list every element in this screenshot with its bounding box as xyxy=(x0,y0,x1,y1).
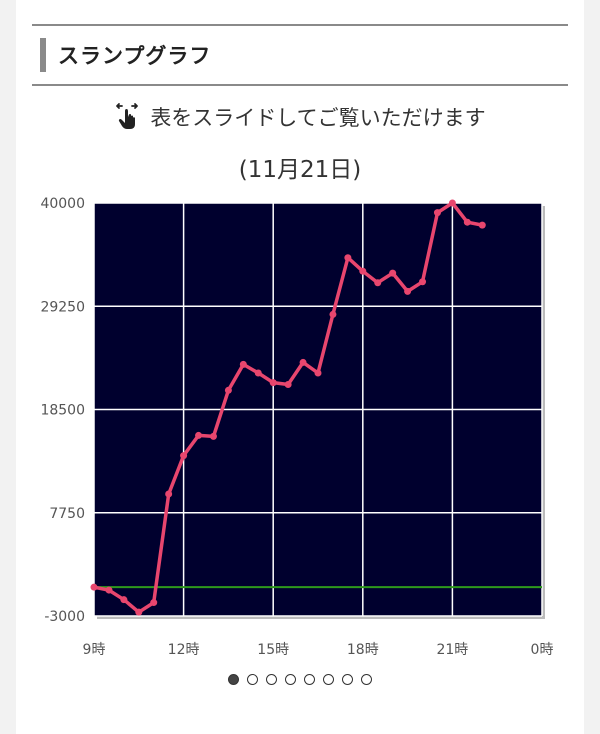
content-card: スランプグラフ 表をスライドしてご覧いただけます (11月21日) 40000 2… xyxy=(16,0,584,734)
slide-hint-text: 表をスライドしてご覧いただけます xyxy=(150,106,486,130)
data-point[interactable] xyxy=(120,596,128,604)
data-point[interactable] xyxy=(269,379,277,387)
data-point[interactable] xyxy=(105,586,113,594)
data-point[interactable] xyxy=(478,221,486,229)
data-point[interactable] xyxy=(329,310,337,318)
y-tick-label: 29250 xyxy=(40,299,85,315)
x-tick-label: 0時 xyxy=(531,642,554,658)
slide-hint: 表をスライドしてご覧いただけます xyxy=(16,102,584,136)
pager-dot[interactable] xyxy=(285,674,296,685)
pager-dot[interactable] xyxy=(266,674,277,685)
data-point[interactable] xyxy=(404,287,412,295)
pager-dot[interactable] xyxy=(247,674,258,685)
pager-dot[interactable] xyxy=(342,674,353,685)
y-tick-label: 18500 xyxy=(40,403,85,419)
section-header: スランプグラフ xyxy=(32,24,568,86)
y-tick-label: 40000 xyxy=(40,196,85,212)
x-tick-label: 12時 xyxy=(168,642,200,658)
data-point[interactable] xyxy=(239,360,247,368)
data-point[interactable] xyxy=(224,386,232,394)
data-point[interactable] xyxy=(165,490,173,498)
data-point[interactable] xyxy=(299,358,307,366)
data-point[interactable] xyxy=(433,209,441,217)
pager-dot[interactable] xyxy=(361,674,372,685)
x-tick-label: 9時 xyxy=(83,642,106,658)
data-point[interactable] xyxy=(135,608,143,616)
swipe-hand-icon xyxy=(116,103,139,129)
data-point[interactable] xyxy=(419,278,427,286)
pager-dot[interactable] xyxy=(304,674,315,685)
pager-dots xyxy=(16,674,584,685)
pager-dot[interactable] xyxy=(228,674,239,685)
data-point[interactable] xyxy=(150,599,158,607)
data-point[interactable] xyxy=(448,199,456,207)
data-point[interactable] xyxy=(344,254,352,262)
section-title: スランプグラフ xyxy=(58,44,212,68)
pager-dot[interactable] xyxy=(323,674,334,685)
data-point[interactable] xyxy=(374,279,382,287)
data-point[interactable] xyxy=(90,583,98,591)
data-point[interactable] xyxy=(195,431,203,439)
data-point[interactable] xyxy=(314,369,322,377)
chart-title: (11月21日) xyxy=(238,157,362,183)
data-point[interactable] xyxy=(180,452,188,460)
data-point[interactable] xyxy=(284,381,292,389)
data-point[interactable] xyxy=(389,269,397,277)
data-point[interactable] xyxy=(463,218,471,226)
y-tick-label: -3000 xyxy=(44,609,85,625)
data-point[interactable] xyxy=(254,369,262,377)
x-tick-label: 15時 xyxy=(257,642,289,658)
x-tick-label: 21時 xyxy=(436,642,468,658)
y-tick-label: 7750 xyxy=(49,506,85,522)
data-point[interactable] xyxy=(209,432,217,440)
slump-chart[interactable]: 40000 29250 18500 7750 -3000 9時 12時 15時 18時 21時 0時 xyxy=(16,0,584,734)
x-tick-label: 18時 xyxy=(347,642,379,658)
data-point[interactable] xyxy=(359,267,367,275)
header-accent-bar xyxy=(40,38,46,72)
